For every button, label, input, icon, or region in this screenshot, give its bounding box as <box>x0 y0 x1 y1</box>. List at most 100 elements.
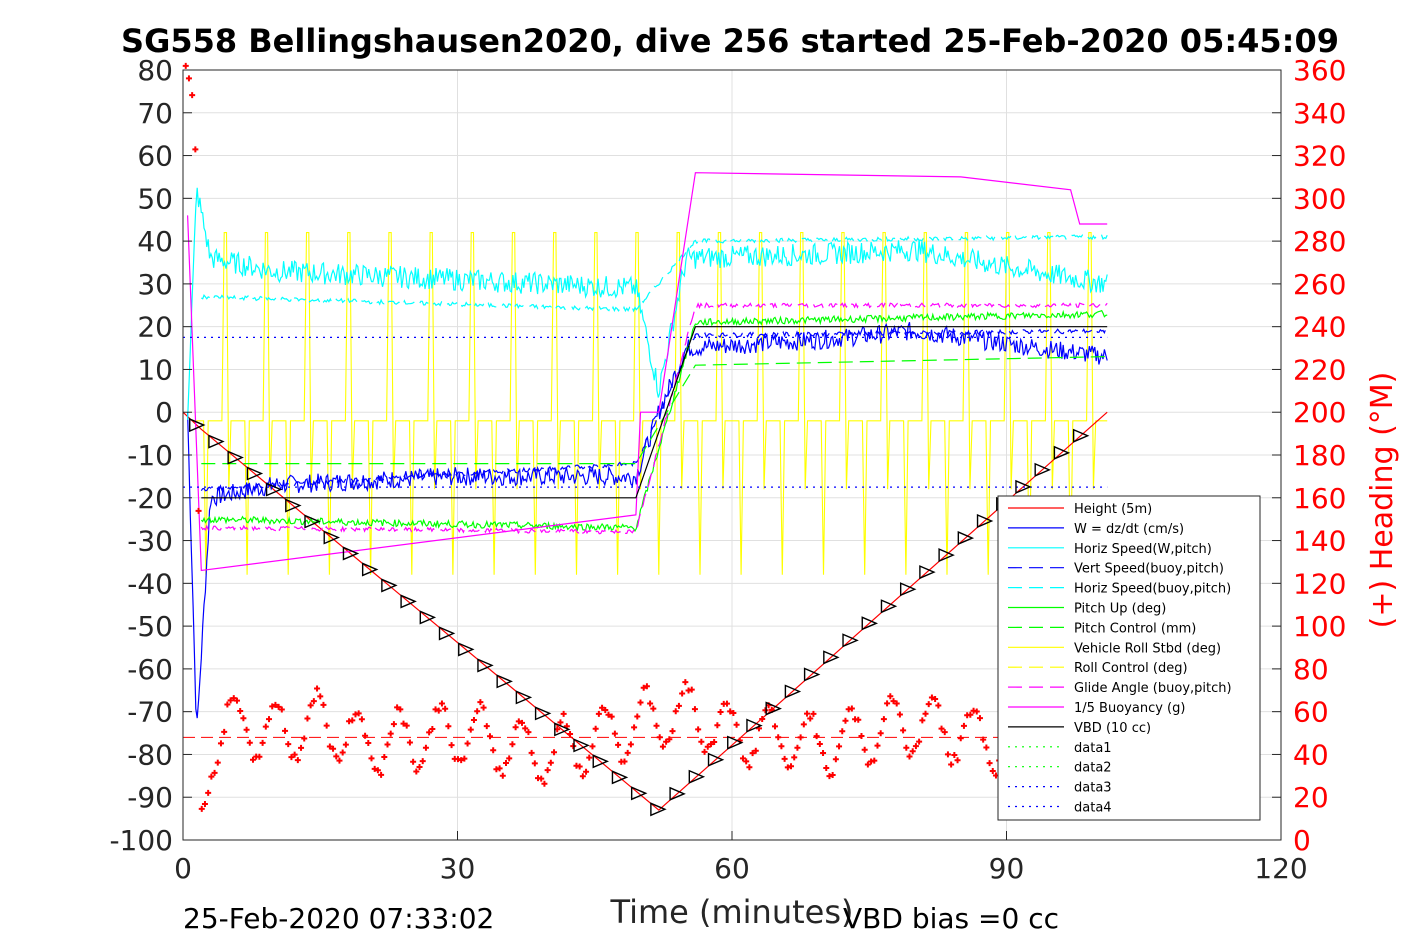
y-tick-label: -20 <box>127 482 173 515</box>
heading-point <box>227 697 234 704</box>
heading-point <box>695 726 702 733</box>
heading-point <box>547 759 554 766</box>
heading-point <box>948 761 955 768</box>
height-marker <box>1053 445 1071 460</box>
heading-point <box>759 715 766 722</box>
heading-point <box>512 724 519 731</box>
heading-point <box>474 708 481 715</box>
heading-point <box>317 693 324 700</box>
heading-point <box>336 757 343 764</box>
heading-point <box>509 741 516 748</box>
height-marker <box>611 770 629 785</box>
heading-point <box>855 716 862 723</box>
heading-point <box>858 733 865 740</box>
heading-point <box>470 717 477 724</box>
height-marker <box>381 578 398 593</box>
heading-point <box>752 747 759 754</box>
heading-point <box>576 763 583 770</box>
heading-point <box>275 703 282 710</box>
heading-point <box>233 697 240 704</box>
heading-point <box>192 146 199 153</box>
legend-label: Glide Angle (buoy,pitch) <box>1074 681 1232 696</box>
heading-point <box>839 728 846 735</box>
heading-point <box>941 729 948 736</box>
y2-tick-label: 340 <box>1293 97 1346 130</box>
heading-point <box>586 754 593 761</box>
heading-point <box>519 719 526 726</box>
heading-point <box>211 769 218 776</box>
heading-point <box>784 764 791 771</box>
height-marker <box>976 513 994 529</box>
heading-point <box>541 780 548 787</box>
heading-point <box>422 744 429 751</box>
series-line-9 <box>201 326 1108 499</box>
heading-point <box>919 717 926 724</box>
heading-point <box>973 708 980 715</box>
heading-point <box>506 755 513 762</box>
heading-point <box>266 716 273 723</box>
height-marker <box>342 546 360 561</box>
height-marker <box>458 642 475 657</box>
heading-point <box>458 757 465 764</box>
height-marker <box>592 754 610 769</box>
legend-label: data2 <box>1074 761 1112 776</box>
heading-point <box>515 718 522 725</box>
heading-point <box>675 702 682 709</box>
heading-point <box>214 759 221 766</box>
height-marker <box>669 786 686 801</box>
y2-tick-label: 140 <box>1293 525 1346 558</box>
heading-point <box>743 758 750 765</box>
heading-point <box>842 717 849 724</box>
heading-point <box>615 741 622 748</box>
heading-point <box>739 755 746 762</box>
y-tick-label: 10 <box>137 353 173 386</box>
heading-point <box>794 744 801 751</box>
heading-point <box>249 756 256 763</box>
heading-point <box>813 733 820 740</box>
heading-point <box>185 75 192 82</box>
heading-point <box>467 726 474 733</box>
heading-point <box>653 722 660 729</box>
heading-point <box>221 728 228 735</box>
heading-point <box>326 743 333 750</box>
legend-label: data1 <box>1074 741 1112 756</box>
heading-point <box>682 679 689 686</box>
height-marker <box>803 667 821 682</box>
heading-point <box>413 768 420 775</box>
heading-point <box>900 727 907 734</box>
heading-point <box>269 703 276 710</box>
x-tick-label: 30 <box>440 852 476 885</box>
height-marker <box>438 626 456 641</box>
legend-label: Height (5m) <box>1074 502 1152 517</box>
heading-point <box>781 755 788 762</box>
heading-point <box>429 725 436 732</box>
heading-point <box>762 707 769 714</box>
heading-point <box>560 710 567 717</box>
heading-point <box>727 708 734 715</box>
heading-point <box>938 725 945 732</box>
y-tick-label: 0 <box>155 396 173 429</box>
heading-point <box>400 720 407 727</box>
legend-label: Vert Speed(buoy,pitch) <box>1074 562 1224 577</box>
roll-series-group <box>192 232 1108 575</box>
heading-point <box>663 738 670 745</box>
heading-point <box>810 710 817 717</box>
heading-point <box>788 763 795 770</box>
heading-point <box>688 686 695 693</box>
heading-point <box>602 706 609 713</box>
heading-point <box>416 763 423 770</box>
legend-label: Horiz Speed(W,pitch) <box>1074 542 1212 557</box>
height-marker <box>496 674 513 689</box>
y2-tick-label: 260 <box>1293 268 1346 301</box>
heading-point <box>483 723 490 730</box>
heading-point <box>419 758 426 765</box>
legend-label: data3 <box>1074 781 1112 796</box>
heading-point <box>932 695 939 702</box>
height-marker <box>823 650 840 665</box>
heading-point <box>877 730 884 737</box>
legend-label: Roll Control (deg) <box>1074 661 1188 676</box>
heading-point <box>935 702 942 709</box>
heading-point <box>182 62 189 69</box>
axes-group: 0 30 60 90 12080706050403020100-10-20-30-40-… <box>109 54 1346 885</box>
heading-point <box>704 743 711 750</box>
